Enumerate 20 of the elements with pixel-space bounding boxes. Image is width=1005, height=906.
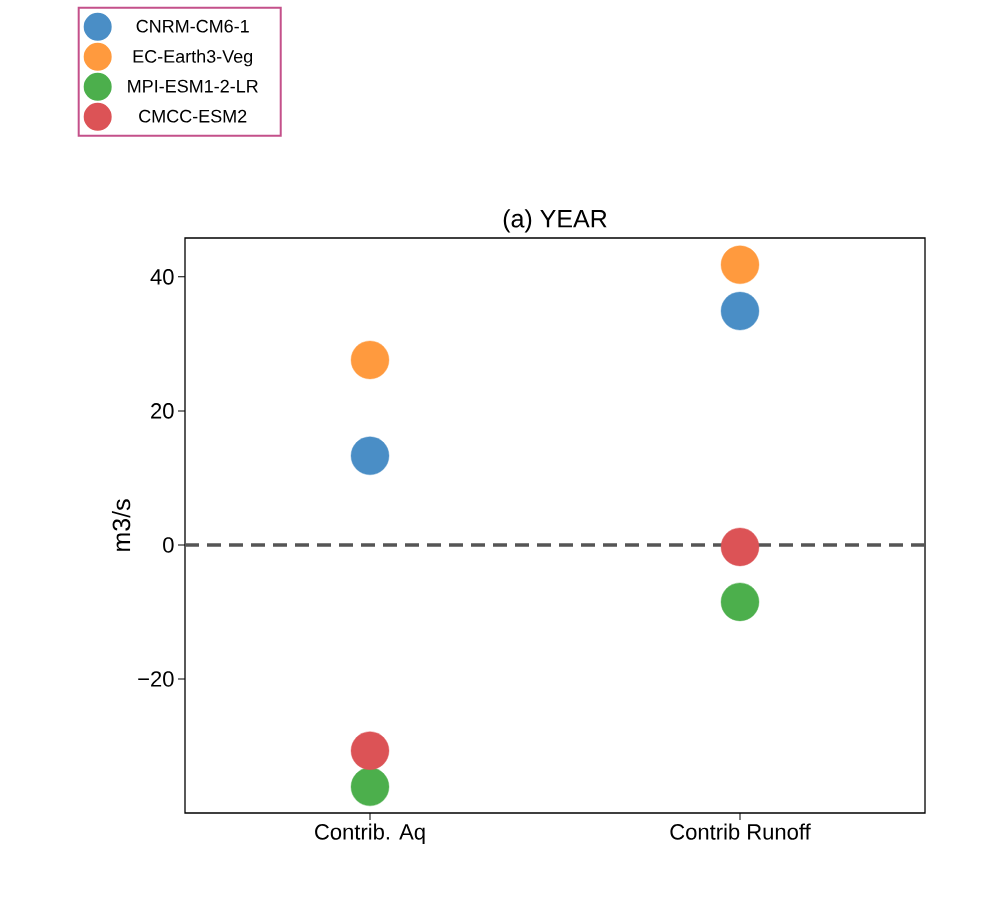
legend-label: EC-Earth3-Veg <box>133 49 253 67</box>
point <box>350 731 390 770</box>
legend-label: CNRM-CM6-1 <box>136 19 249 33</box>
y-tick-label: −20 <box>138 671 174 687</box>
point <box>350 340 390 380</box>
legend-label: MPI-ESM1-2-LR <box>128 79 258 93</box>
point <box>720 582 760 622</box>
point <box>350 767 390 807</box>
point <box>720 527 760 567</box>
legend-label: CMCC-ESM2 <box>139 109 247 123</box>
y-tick-label: 0 <box>163 537 174 553</box>
point <box>720 245 760 284</box>
chart-title: (a) YEAR <box>503 209 607 233</box>
y-axis-title: m3/s <box>111 499 131 551</box>
x-tick-label: Contrib Runoff <box>670 823 811 840</box>
point <box>350 436 390 475</box>
y-tick-label: 20 <box>151 403 174 419</box>
x-tick-label: Contrib. Aq <box>315 823 425 845</box>
point <box>720 291 760 331</box>
y-tick-label: 40 <box>150 269 174 285</box>
